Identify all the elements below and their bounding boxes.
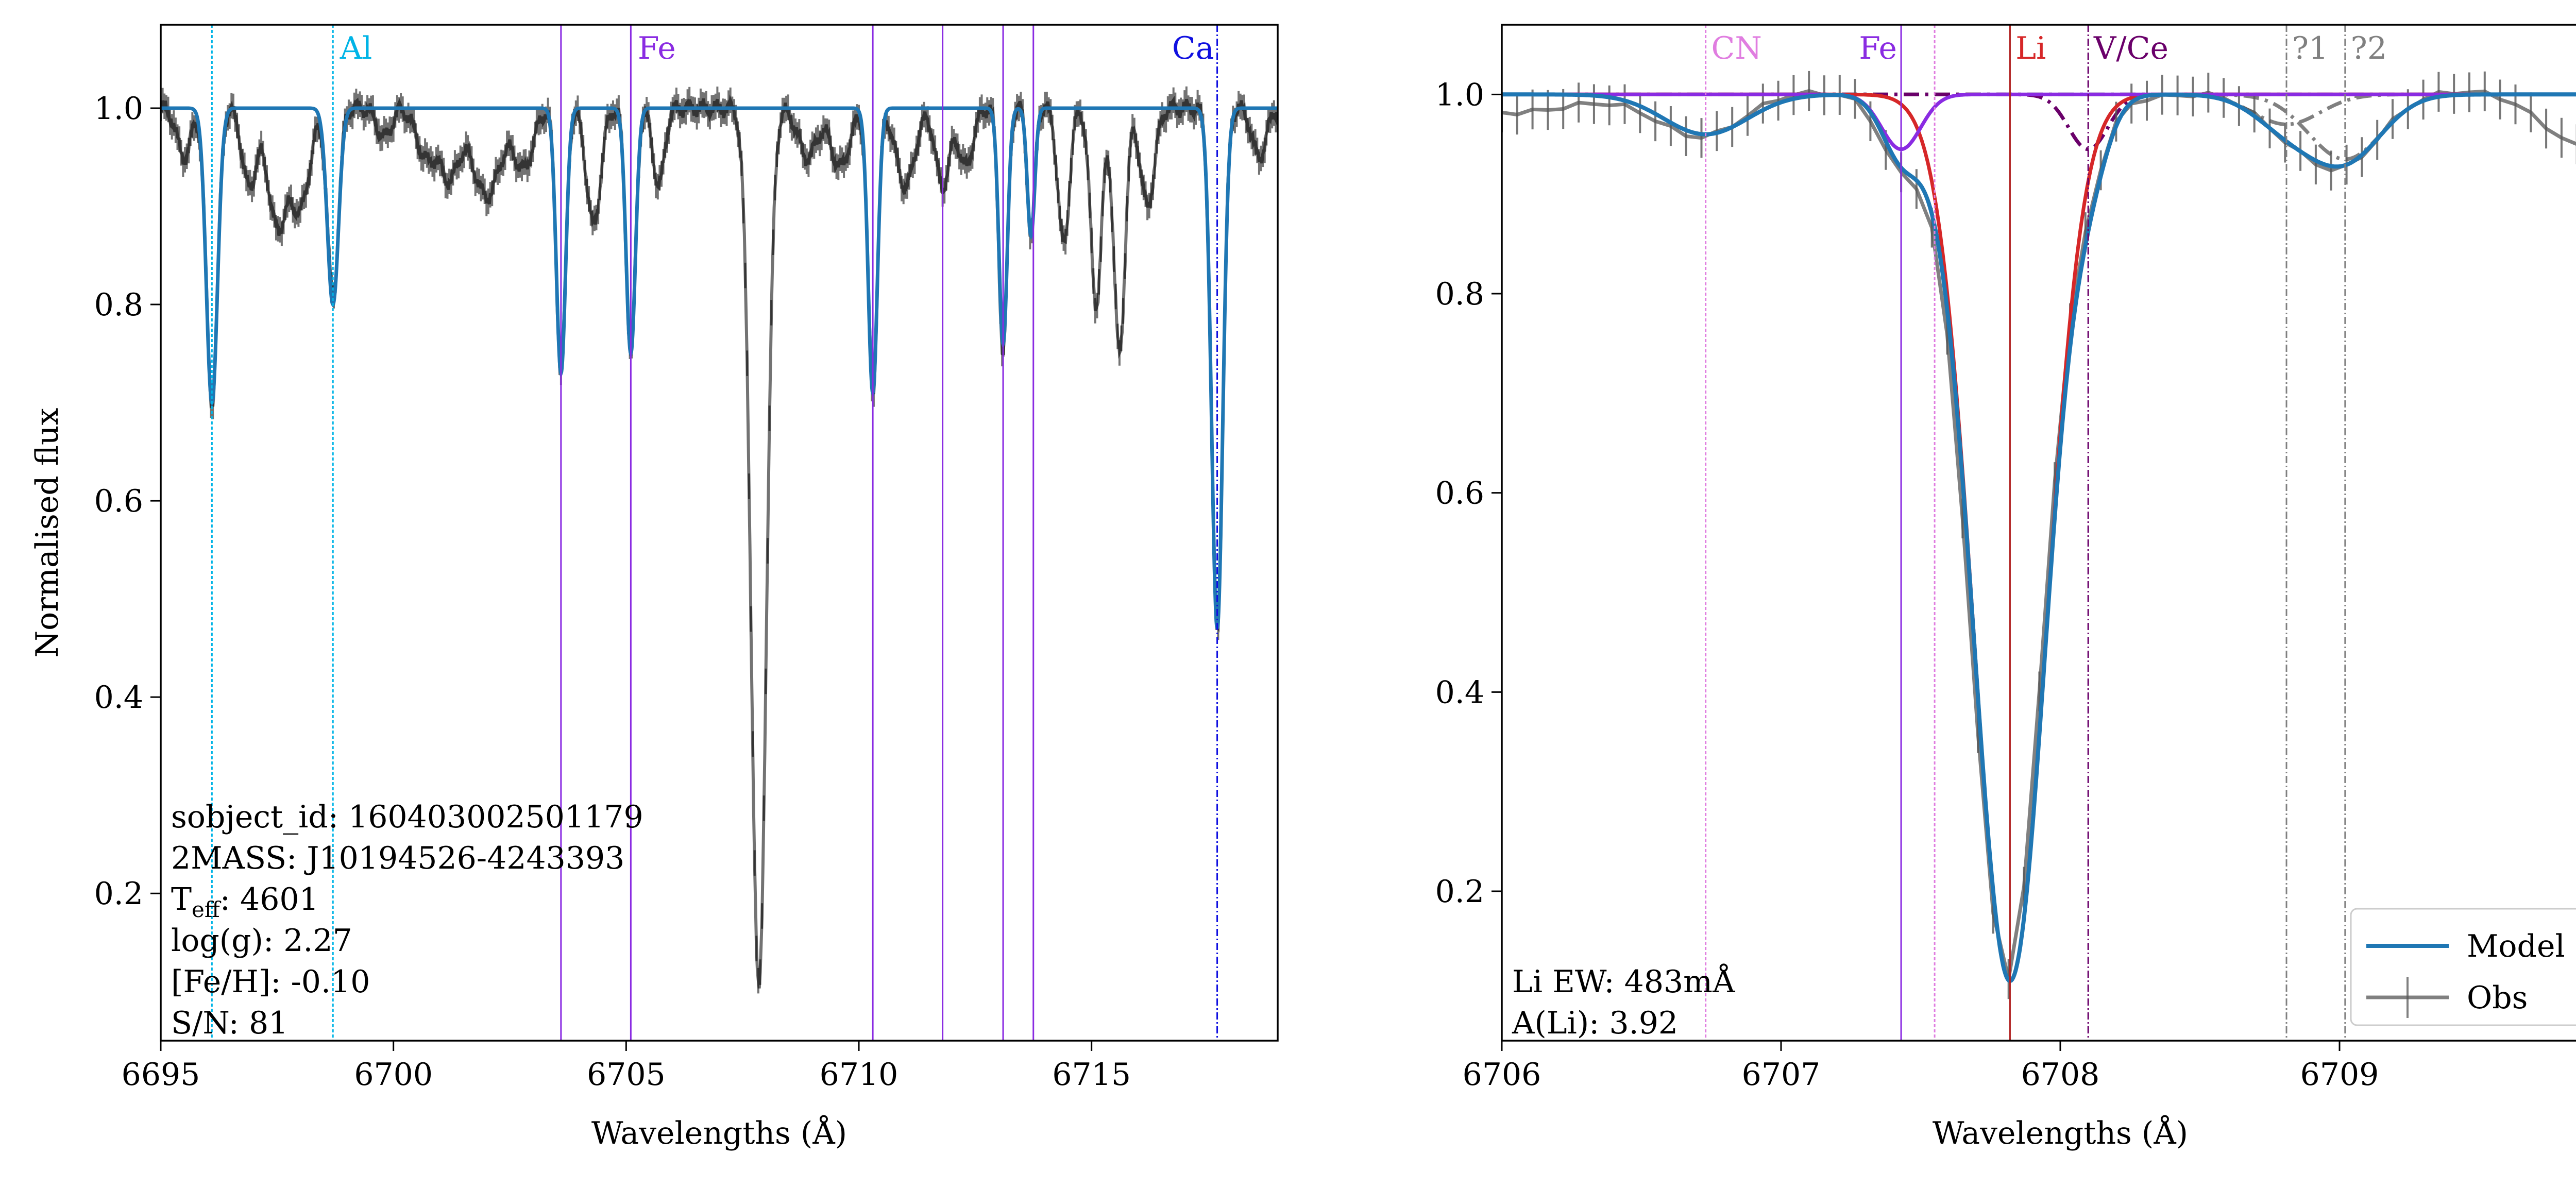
info-text: sobject_id: 160403002501179 xyxy=(171,799,643,835)
axes-frame xyxy=(1501,24,2576,1042)
element-label: Fe xyxy=(1859,30,1897,66)
li-info-line: Li EW: 483mÅ xyxy=(1512,963,1735,1000)
li-info-line: A(Li): 3.92 xyxy=(1512,1005,1678,1041)
info-text: 2MASS: J10194526-4243393 xyxy=(171,840,624,876)
legend: Model Obs xyxy=(2350,908,2576,1026)
star-info-line: [Fe/H]: -0.10 xyxy=(171,964,370,1000)
y-tick-label: 0.2 xyxy=(1435,874,1484,910)
star-info-line: S/N: 81 xyxy=(171,1005,288,1041)
element-label: CN xyxy=(1711,30,1762,66)
y-tick-label: 1.0 xyxy=(94,91,143,127)
x-tick-label: 6705 xyxy=(587,1057,666,1093)
y-axis-label: Normalised flux xyxy=(29,408,65,658)
right-li-zoom-panel: 670667076708670967100.20.40.60.81.0Wavel… xyxy=(1435,24,2576,1151)
fe-component-line xyxy=(1502,92,2576,151)
x-tick-label: 6709 xyxy=(2300,1057,2379,1093)
element-label: Al xyxy=(340,30,372,66)
info-text: [Fe/H]: -0.10 xyxy=(171,964,370,1000)
element-label: ?1 xyxy=(2292,30,2328,66)
x-tick-label: 6707 xyxy=(1742,1057,1821,1093)
y-tick-label: 0.2 xyxy=(94,876,143,912)
element-label: ?2 xyxy=(2351,30,2387,66)
x-tick-label: 6695 xyxy=(122,1057,200,1093)
y-tick-label: 0.6 xyxy=(94,483,143,519)
info-text: log(g): 2.27 xyxy=(171,923,352,959)
legend-obs-label: Obs xyxy=(2467,980,2528,1016)
plot-area xyxy=(161,25,1278,1041)
y-tick-label: 0.4 xyxy=(94,680,143,716)
model-spectrum-line xyxy=(1502,92,2576,983)
y-tick-label: 0.8 xyxy=(94,287,143,323)
x-axis-label: Wavelengths (Å) xyxy=(591,1115,847,1151)
x-tick-label: 6710 xyxy=(820,1057,899,1093)
x-axis-label: Wavelengths (Å) xyxy=(1933,1115,2188,1151)
x-tick-label: 6708 xyxy=(2021,1057,2100,1093)
y-tick-label: 1.0 xyxy=(1435,77,1484,113)
legend-model-label: Model xyxy=(2467,928,2565,964)
info-value: : 4601 xyxy=(220,881,319,918)
star-info-line: sobject_id: 160403002501179 xyxy=(171,799,643,835)
info-subscript: eff xyxy=(192,897,222,922)
x-tick-label: 6706 xyxy=(1463,1057,1541,1093)
x-tick-label: 6715 xyxy=(1052,1057,1131,1093)
info-text: S/N: 81 xyxy=(171,1005,288,1041)
element-label: Li xyxy=(2015,30,2046,66)
y-tick-label: 0.4 xyxy=(1435,674,1484,710)
element-label: V/Ce xyxy=(2093,30,2168,66)
axes-frame xyxy=(160,24,1279,1042)
star-info-line: log(g): 2.27 xyxy=(171,923,352,959)
star-info-line: 2MASS: J10194526-4243393 xyxy=(171,840,624,876)
star-info-line: Teff: 4601 xyxy=(171,881,319,922)
model-spectrum-line xyxy=(161,106,1278,629)
legend-box xyxy=(2350,908,2576,1026)
element-label: Ca xyxy=(1172,30,1214,66)
element-label: Fe xyxy=(638,30,676,66)
y-tick-label: 0.6 xyxy=(1435,476,1484,512)
info-text: T xyxy=(171,881,192,918)
left-spectrum-panel: 6695 6700 6705 6710 6715 0.2 0.4 0.6 0.8 1.0 Wavel… xyxy=(29,24,1279,1151)
y-tick-label: 0.8 xyxy=(1435,276,1484,312)
x-tick-label: 6700 xyxy=(354,1057,433,1093)
plot-area xyxy=(1502,25,2576,1041)
